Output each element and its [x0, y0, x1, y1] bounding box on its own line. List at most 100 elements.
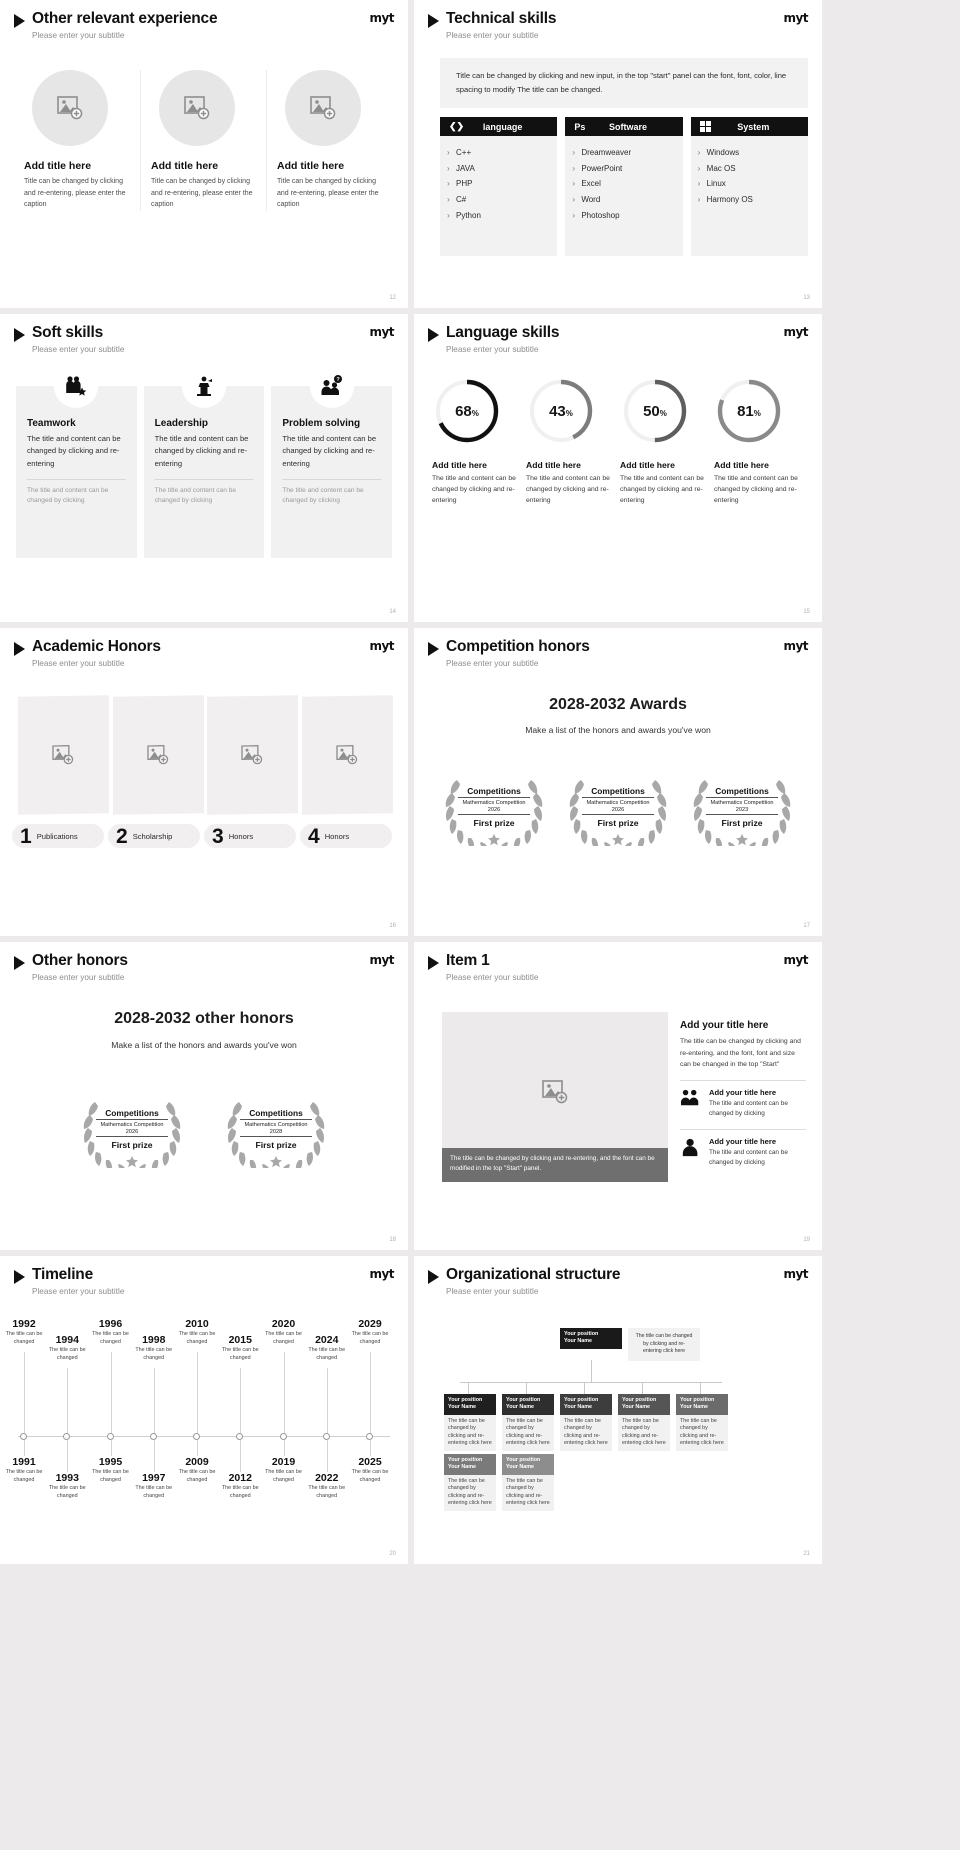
timeline-item-bottom[interactable]: 1991 The title can be changed [0, 1456, 49, 1485]
timeline-node[interactable] [279, 1433, 287, 1440]
list-item[interactable]: Linux [691, 176, 808, 192]
timeline-node[interactable] [149, 1433, 157, 1440]
org-node-level2[interactable]: Your position Your Name The title can be c… [502, 1394, 554, 1451]
list-item[interactable]: Excel [565, 176, 682, 192]
timeline-year: 2015 [228, 1334, 252, 1346]
timeline-node[interactable] [236, 1433, 244, 1440]
list-item[interactable]: C++ [440, 145, 557, 161]
list-item[interactable]: Mac OS [691, 161, 808, 177]
award-wreath[interactable]: Competitions Mathematics Competition 202… [435, 768, 553, 846]
timeline-stem [24, 1440, 25, 1456]
list-item[interactable]: JAVA [440, 161, 557, 177]
image-placeholder[interactable] [442, 1012, 668, 1172]
honor-pill[interactable]: 2 Scholarship [108, 824, 200, 848]
list-item[interactable]: C# [440, 192, 557, 208]
image-placeholder[interactable] [112, 695, 203, 815]
timeline-item-top[interactable]: 1996 The title can be changed [86, 1318, 136, 1347]
image-placeholder[interactable] [301, 695, 392, 815]
timeline-item-bottom[interactable]: 2019 The title can be changed [259, 1456, 309, 1485]
timeline-item-bottom[interactable]: 1997 The title can be changed [129, 1472, 179, 1501]
wreath-content: Competitions Mathematics Competition 202… [706, 786, 778, 828]
image-placeholder[interactable] [159, 70, 235, 146]
list-item[interactable]: PHP [440, 176, 557, 192]
list-item[interactable]: Windows [691, 145, 808, 161]
org-node-level2[interactable]: Your position Your Name The title can be c… [618, 1394, 670, 1451]
timeline-item-top[interactable]: 1998 The title can be changed [129, 1334, 179, 1363]
timeline-item-top[interactable]: 2020 The title can be changed [259, 1318, 309, 1347]
image-placeholder[interactable] [18, 695, 109, 815]
list-item[interactable]: Word [565, 192, 682, 208]
experience-column[interactable]: Add title here Title can be changed by c… [140, 70, 266, 211]
award-wreath[interactable]: Competitions Mathematics Competition 202… [683, 768, 801, 846]
timeline-node[interactable] [63, 1433, 71, 1440]
experience-column[interactable]: Add title here Title can be changed by c… [266, 70, 392, 211]
timeline-node[interactable] [193, 1433, 200, 1440]
timeline-node[interactable] [106, 1433, 114, 1440]
timeline-node[interactable] [366, 1433, 373, 1440]
slide-12[interactable]: Other relevant experience Please enter y… [0, 0, 408, 308]
timeline-node[interactable] [20, 1433, 27, 1440]
org-node-level2[interactable]: Your position Your Name The title can be c… [560, 1394, 612, 1451]
experience-column[interactable]: Add title here Title can be changed by c… [14, 70, 140, 211]
ring-column[interactable]: 50% Add title here The title and content… [618, 378, 712, 506]
ring-column[interactable]: 68% Add title here The title and content… [430, 378, 524, 506]
laurel-wreath-icon [445, 780, 543, 846]
timeline-stem [370, 1440, 371, 1456]
slide-21[interactable]: Organizational structure Please enter yo… [414, 1256, 822, 1564]
skill-group-system[interactable]: System Windows Mac OS Linux Harmony OS [690, 117, 808, 256]
slide-20[interactable]: Timeline Please enter your subtitle myt … [0, 1256, 408, 1564]
list-item[interactable]: Python [440, 207, 557, 223]
slide-15[interactable]: Language skills Please enter your subtit… [414, 314, 822, 622]
award-wreath[interactable]: Competitions Mathematics Competition 202… [73, 1090, 191, 1168]
list-item[interactable]: Photoshop [565, 207, 682, 223]
image-placeholder[interactable] [32, 70, 108, 146]
page-title: Timeline [32, 1266, 93, 1283]
image-placeholder[interactable] [285, 70, 361, 146]
timeline-node[interactable] [322, 1433, 330, 1440]
org-node-level2[interactable]: Your position Your Name The title can be c… [444, 1394, 496, 1451]
ring-column[interactable]: 43% Add title here The title and content… [524, 378, 618, 506]
org-node-root[interactable]: Your position Your Name [560, 1328, 622, 1349]
award-wreath[interactable]: Competitions Mathematics Competition 202… [217, 1090, 335, 1168]
slide-19[interactable]: Item 1 Please enter your subtitle myt Th… [414, 942, 822, 1250]
timeline-item-bottom[interactable]: 2022 The title can be changed [302, 1472, 352, 1501]
slide-16[interactable]: Academic Honors Please enter your subtit… [0, 628, 408, 936]
timeline-item-top[interactable]: 2024 The title can be changed [302, 1334, 352, 1363]
soft-skill-card[interactable]: Leadership The title and content can be … [143, 364, 265, 558]
slide-17[interactable]: Competition honors Please enter your sub… [414, 628, 822, 936]
skill-group-language[interactable]: ❮❯ language C++ JAVA PHP C# Python [440, 117, 558, 256]
panel-text: The title can be changed by clicking and… [680, 1038, 801, 1069]
timeline-item-top[interactable]: 2010 The title can be changed [172, 1318, 222, 1347]
soft-skill-card[interactable]: ? Problem solving The title and content … [271, 364, 393, 558]
ring-column[interactable]: 81% Add title here The title and content… [712, 378, 806, 506]
list-item[interactable]: Add your title here The title and conten… [680, 1128, 806, 1169]
award-wreath[interactable]: Competitions Mathematics Competition 202… [559, 768, 677, 846]
skill-group-software[interactable]: Ps Software Dreamweaver PowerPoint Excel… [565, 117, 683, 256]
timeline-item-bottom[interactable]: 1995 The title can be changed [86, 1456, 136, 1485]
image-placeholder[interactable] [207, 695, 298, 815]
timeline-item-bottom[interactable]: 2025 The title can be changed [345, 1456, 395, 1485]
org-node-level2[interactable]: Your position Your Name The title can be c… [676, 1394, 728, 1451]
honor-pill[interactable]: 4 Honors [300, 824, 392, 848]
org-node-level3[interactable]: Your position Your Name The title can be c… [444, 1454, 496, 1511]
slide-13[interactable]: Technical skills Please enter your subti… [414, 0, 822, 308]
timeline-item-bottom[interactable]: 1993 The title can be changed [42, 1472, 92, 1501]
honor-pill[interactable]: 3 Honors [204, 824, 296, 848]
list-item[interactable]: Add your title here The title and conten… [680, 1080, 806, 1120]
org-node-level3[interactable]: Your position Your Name The title can be c… [502, 1454, 554, 1511]
honor-pill[interactable]: 1 Publications [12, 824, 104, 848]
timeline-item-top[interactable]: 2015 The title can be changed [215, 1334, 265, 1363]
column-title: Add title here [151, 160, 219, 172]
list-item[interactable]: PowerPoint [565, 161, 682, 177]
list-item[interactable]: Dreamweaver [565, 145, 682, 161]
soft-skill-card[interactable]: Teamwork The title and content can be ch… [16, 364, 137, 558]
group-icon [681, 1089, 699, 1106]
list-item[interactable]: Harmony OS [691, 192, 808, 208]
timeline-item-bottom[interactable]: 2012 The title can be changed [215, 1472, 265, 1501]
slide-14[interactable]: Soft skills Please enter your subtitle m… [0, 314, 408, 622]
timeline-item-bottom[interactable]: 2009 The title can be changed [172, 1456, 222, 1485]
timeline-item-top[interactable]: 2029 The title can be changed [345, 1318, 395, 1347]
timeline-item-top[interactable]: 1992 The title can be changed [0, 1318, 49, 1347]
slide-18[interactable]: Other honors Please enter your subtitle … [0, 942, 408, 1250]
timeline-item-top[interactable]: 1994 The title can be changed [42, 1334, 92, 1363]
